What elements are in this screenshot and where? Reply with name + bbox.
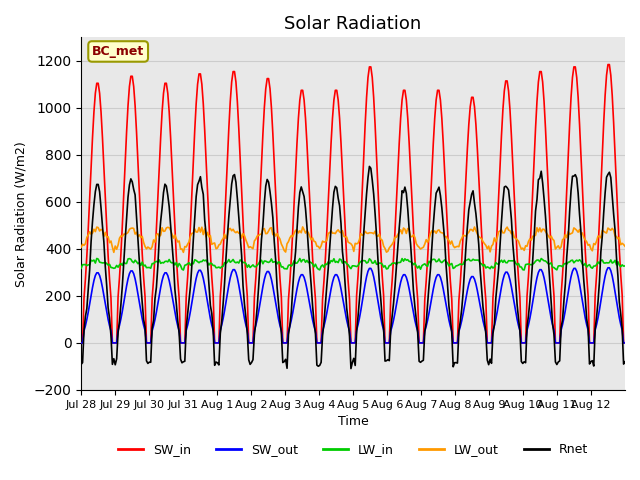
Text: BC_met: BC_met: [92, 45, 144, 58]
Y-axis label: Solar Radiation (W/m2): Solar Radiation (W/m2): [15, 141, 28, 287]
Legend: SW_in, SW_out, LW_in, LW_out, Rnet: SW_in, SW_out, LW_in, LW_out, Rnet: [113, 438, 593, 461]
X-axis label: Time: Time: [338, 415, 369, 428]
Title: Solar Radiation: Solar Radiation: [284, 15, 422, 33]
